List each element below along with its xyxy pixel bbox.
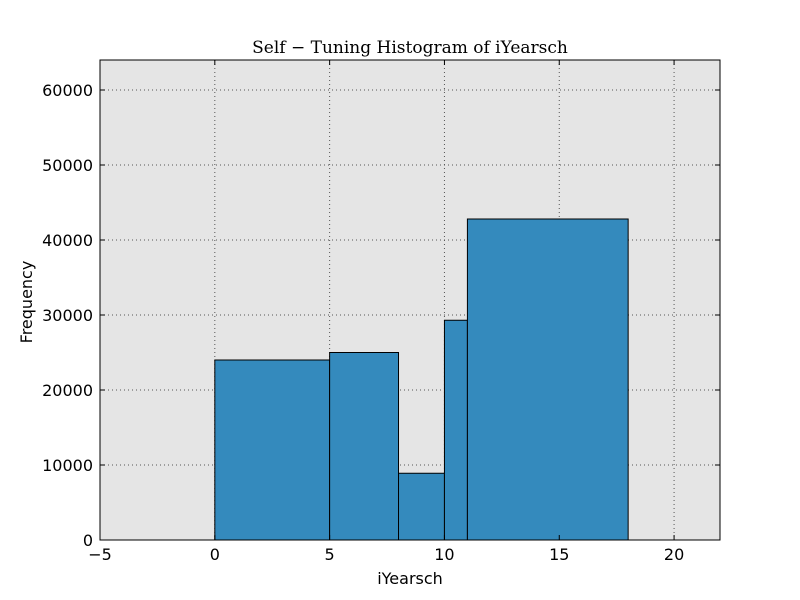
y-tick-labels: 0 10000 20000 30000 40000 50000 60000 (42, 81, 93, 550)
y-tick-label: 50000 (42, 156, 93, 175)
histogram-bar (398, 472, 445, 541)
x-tick-label: 5 (325, 545, 335, 564)
x-tick-label: 0 (210, 545, 220, 564)
histogram-bar (443, 319, 468, 541)
y-axis-label: Frequency (17, 261, 36, 344)
y-tick-label: 40000 (42, 231, 93, 250)
x-tick-label: 10 (434, 545, 454, 564)
histogram-bar (329, 352, 400, 541)
x-tick-labels: −5 0 5 10 15 20 (88, 545, 684, 564)
histogram-bars (214, 218, 629, 541)
y-tick-label: 60000 (42, 81, 93, 100)
x-axis-label: iYearsch (377, 569, 443, 588)
chart-title: Self − Tuning Histogram of iYearsch (252, 38, 568, 58)
plot-frame (99, 59, 721, 541)
x-tick-label: 15 (549, 545, 569, 564)
x-tick-label: −5 (88, 545, 112, 564)
y-tick-label: 10000 (42, 456, 93, 475)
y-tick-label: 30000 (42, 306, 93, 325)
histogram-bar (214, 359, 331, 541)
y-tick-label: 0 (83, 531, 93, 550)
axis-ticks (99, 60, 720, 541)
y-tick-label: 20000 (42, 381, 93, 400)
histogram-bar (466, 218, 629, 541)
x-tick-label: 20 (664, 545, 684, 564)
